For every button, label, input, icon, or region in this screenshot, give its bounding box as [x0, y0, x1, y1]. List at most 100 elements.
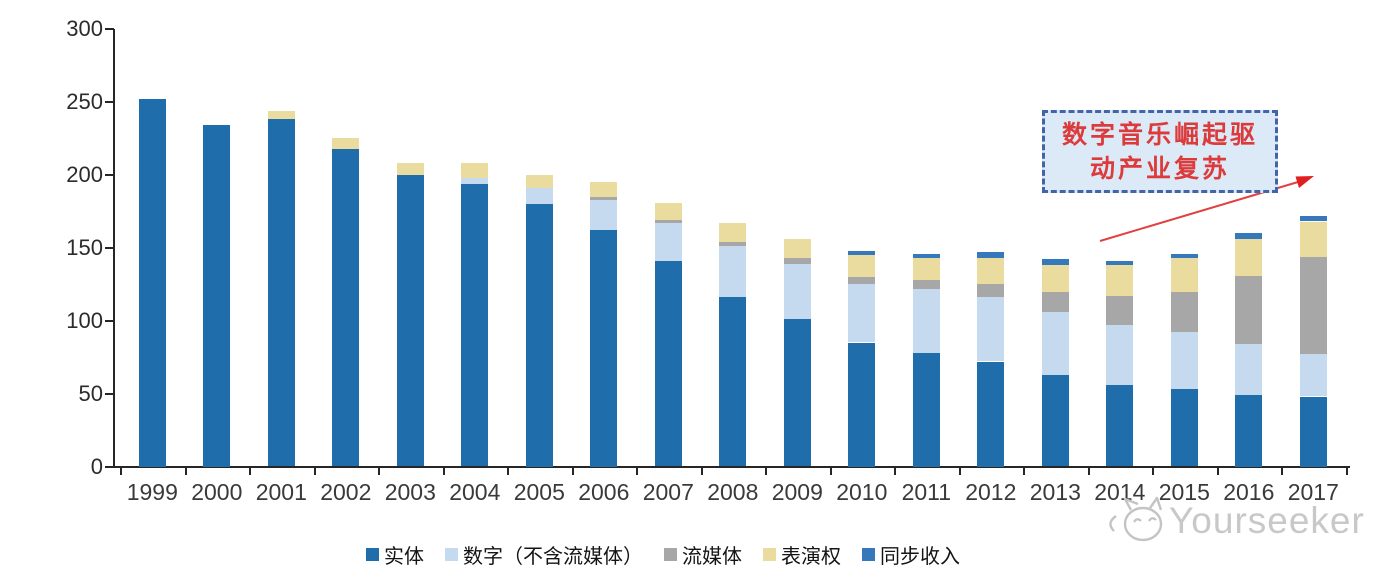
- annotation-box: 数字音乐崛起驱 动产业复苏: [1042, 110, 1278, 193]
- annotation-text-line1: 数字音乐崛起驱: [1061, 119, 1258, 149]
- y-axis-label: 300: [66, 16, 103, 41]
- legend-item-physical: 实体: [366, 540, 424, 569]
- y-axis-tick: [105, 173, 114, 176]
- bar-segment-sync-revenue-2014: [1106, 260, 1134, 266]
- legend-label: 同步收入: [880, 544, 960, 568]
- bar-segment-streaming-2013: [1041, 291, 1069, 312]
- bar-segment-physical-2014: [1106, 384, 1134, 467]
- x-axis-tick: [378, 466, 380, 475]
- legend-swatch-digital-excl-streaming: [445, 548, 458, 561]
- x-axis-label: 2001: [255, 479, 307, 505]
- bar-segment-sync-revenue-2016: [1235, 233, 1263, 239]
- bar-segment-physical-2004: [461, 183, 489, 467]
- bar-segment-performance-rights-2008: [719, 223, 747, 242]
- bar-segment-physical-2017: [1299, 396, 1327, 467]
- x-axis-tick: [1345, 466, 1348, 475]
- y-axis-tick: [105, 246, 114, 249]
- bar-segment-performance-rights-2001: [267, 110, 295, 120]
- bar-segment-performance-rights-2006: [590, 182, 618, 197]
- bar-segment-sync-revenue-2015: [1170, 253, 1198, 258]
- bar-segment-physical-2003: [396, 174, 424, 467]
- bar-segment-physical-2009: [783, 319, 811, 467]
- bar-segment-performance-rights-2007: [654, 202, 682, 220]
- x-axis-tick: [829, 466, 832, 475]
- x-axis-line: [113, 466, 1350, 468]
- bar-segment-performance-rights-2015: [1170, 258, 1198, 292]
- bar-segment-performance-rights-2016: [1235, 239, 1263, 276]
- bar-segment-streaming-2006: [590, 196, 618, 200]
- legend-swatch-physical: [366, 548, 379, 561]
- x-axis-tick: [442, 466, 445, 475]
- x-axis-label: 1999: [126, 479, 178, 505]
- watermark: Yourseeker: [1104, 496, 1365, 544]
- bar-segment-physical-2013: [1041, 374, 1069, 467]
- bar-segment-digital-excl-streaming-2013: [1041, 311, 1069, 375]
- bar-segment-physical-2008: [719, 297, 747, 467]
- bar-segment-streaming-2014: [1106, 295, 1134, 326]
- bar-segment-digital-excl-streaming-2017: [1299, 354, 1327, 397]
- x-axis-label: 2011: [901, 479, 952, 505]
- bar-segment-streaming-2011: [912, 279, 940, 289]
- x-axis-label: 2014: [1094, 479, 1146, 505]
- bar-segment-physical-2012: [977, 361, 1005, 467]
- legend-label: 表演权: [781, 544, 841, 568]
- x-axis-label: 2015: [1158, 479, 1210, 505]
- bar-segment-performance-rights-2013: [1041, 265, 1069, 292]
- bar-segment-streaming-2007: [654, 220, 682, 223]
- bar-segment-digital-excl-streaming-2015: [1170, 332, 1198, 390]
- x-axis-label: 2002: [320, 479, 372, 505]
- bar-segment-sync-revenue-2012: [977, 252, 1005, 258]
- legend-item-digital-excl-streaming: 数字（不含流媒体）: [445, 540, 643, 569]
- y-axis-label: 50: [78, 380, 103, 406]
- bar-segment-streaming-2012: [977, 284, 1005, 298]
- y-axis-tick: [105, 100, 114, 103]
- x-axis-tick: [184, 466, 187, 475]
- bar-segment-digital-excl-streaming-2012: [977, 297, 1005, 362]
- watermark-text: Yourseeker: [1169, 500, 1365, 541]
- bar-segment-digital-excl-streaming-2016: [1235, 344, 1263, 395]
- legend-item-streaming: 流媒体: [664, 540, 742, 569]
- bar-segment-physical-2016: [1235, 395, 1263, 467]
- bar-segment-streaming-2015: [1170, 291, 1198, 333]
- x-axis-label: 2013: [1029, 479, 1081, 505]
- legend: 实体 数字（不含流媒体） 流媒体 表演权 同步收入: [366, 540, 960, 569]
- x-axis-tick: [1152, 466, 1154, 475]
- bar-segment-performance-rights-2004: [461, 163, 489, 178]
- legend-swatch-sync-revenue: [862, 548, 875, 561]
- bar-segment-performance-rights-2011: [912, 258, 940, 280]
- x-axis-label: 2016: [1223, 479, 1275, 505]
- y-axis-label: 150: [66, 234, 103, 260]
- x-axis-label: 2007: [642, 479, 694, 505]
- bar-segment-streaming-2016: [1235, 275, 1263, 344]
- x-axis-label: 2006: [578, 479, 630, 505]
- x-axis-label: 2003: [384, 479, 436, 505]
- y-axis-label: 0: [90, 453, 103, 479]
- annotation-text-line2: 动产业复苏: [1089, 153, 1230, 183]
- legend-swatch-performance-rights: [763, 548, 776, 561]
- bar-segment-sync-revenue-2011: [912, 253, 940, 258]
- cat-logo-icon: [1109, 496, 1163, 542]
- x-axis-label: 2004: [449, 479, 501, 505]
- x-axis-tick: [1281, 466, 1283, 475]
- x-axis-tick: [313, 466, 316, 475]
- x-axis-tick: [1087, 466, 1090, 475]
- x-axis-tick: [700, 466, 703, 475]
- y-axis-label: 250: [66, 88, 103, 114]
- bar-segment-performance-rights-2003: [396, 163, 424, 175]
- bar-segment-performance-rights-2005: [525, 174, 553, 188]
- x-axis-label: 2000: [191, 479, 243, 505]
- x-axis-label: 2009: [771, 479, 823, 505]
- bar-segment-digital-excl-streaming-2014: [1106, 325, 1134, 385]
- x-axis-tick: [507, 466, 509, 475]
- bar-segment-sync-revenue-2010: [848, 250, 876, 256]
- legend-label: 数字（不含流媒体）: [463, 544, 643, 568]
- bar-segment-sync-revenue-2013: [1041, 259, 1069, 266]
- y-axis-line: [113, 29, 115, 468]
- x-axis-tick: [1216, 466, 1219, 475]
- x-axis-label: 2010: [836, 479, 888, 505]
- y-axis-tick: [105, 392, 114, 395]
- bar-segment-physical-2015: [1170, 389, 1198, 467]
- x-axis-tick: [120, 466, 122, 475]
- x-axis-label: 2008: [707, 479, 759, 505]
- bar-segment-physical-2001: [267, 119, 295, 467]
